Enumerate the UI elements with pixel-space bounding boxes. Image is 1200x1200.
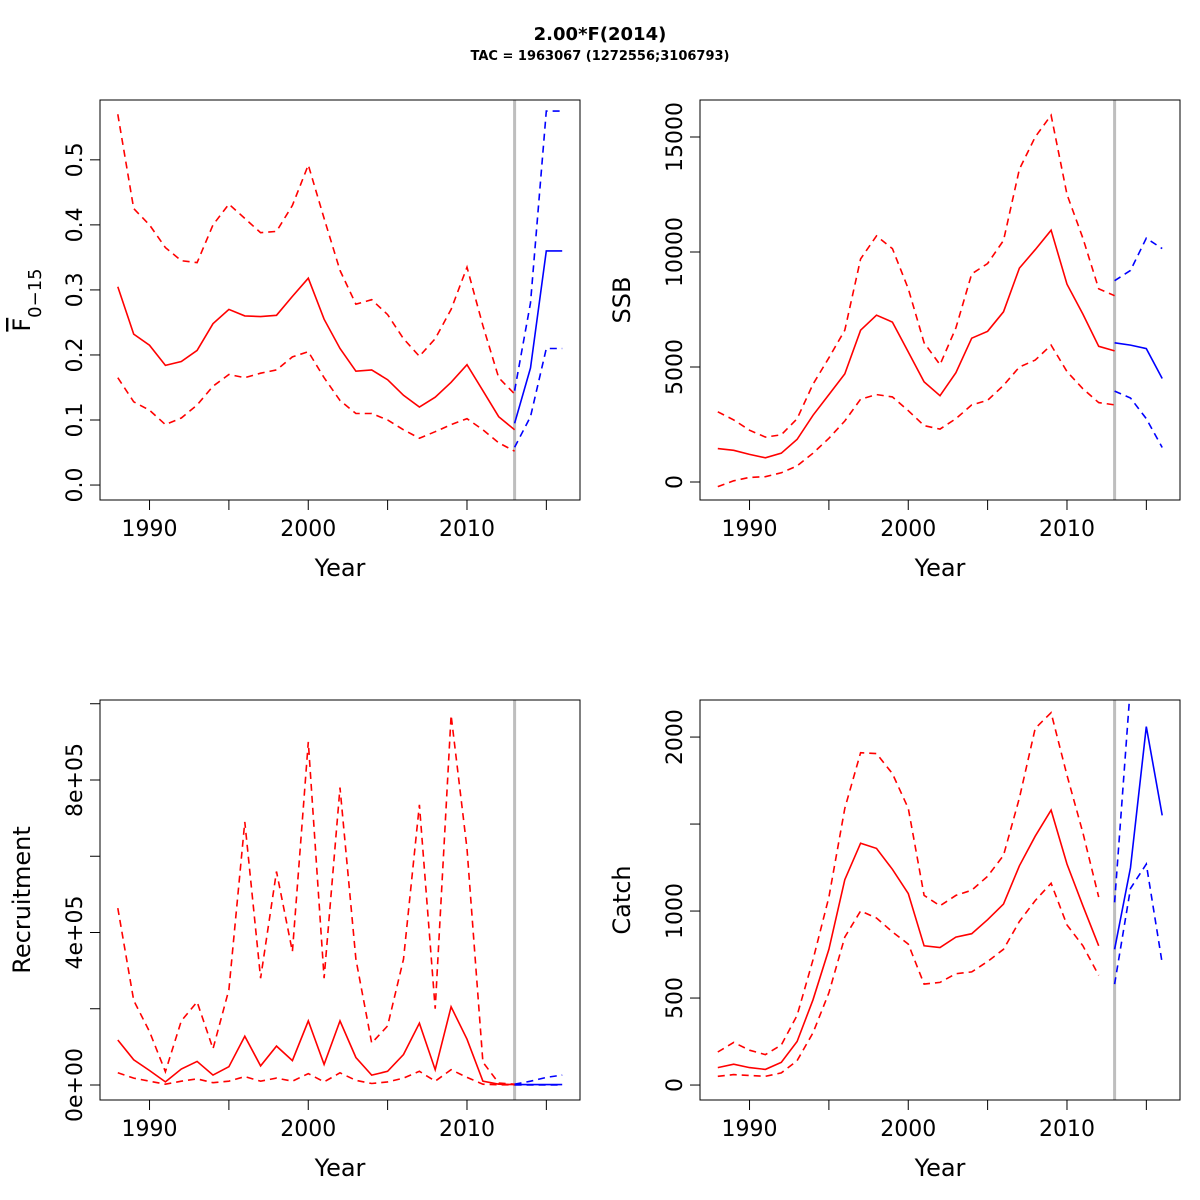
y-axis-label-text: Catch [608,865,636,934]
panel: 1990 2000 2010 0.0 0.1 0.2 0.3 0.4 0.5 Year F0−15 [8,99,581,582]
series-line [513,110,563,391]
panel: 1990 2000 2010 0 500 1000 2000 Year Catch [608,699,1181,1182]
series-line [117,276,516,431]
y-tick-label: 5000 [663,339,688,395]
y-tick-label: 0e+00 [63,1048,88,1122]
y-tick-label: 0.3 [63,272,88,307]
series-line [717,808,1100,1071]
plot-frame [699,99,1181,501]
series-line [1113,700,1131,903]
y-tick-label: 1000 [663,883,688,939]
series-line [717,113,1115,438]
series-line [117,1004,515,1086]
x-tick-label: 2000 [880,1117,936,1142]
y-axis-label: Catch [608,865,636,934]
y-axis-label-subscript: 0−15 [25,268,46,317]
y-axis-label: F0−15 [8,268,46,331]
x-tick-label: 2010 [1039,517,1095,542]
x-tick-label: 1990 [122,517,178,542]
x-axis-label: Year [914,1154,966,1182]
x-tick-label: 2000 [280,517,336,542]
x-tick-label: 1990 [122,1117,178,1142]
plot-frame [99,699,581,1101]
y-tick-label: 15000 [663,102,688,172]
series-line [1114,237,1163,282]
plot-frame [99,99,581,501]
series-line [513,250,563,424]
series-line [1114,390,1163,448]
x-axis-label: Year [914,554,966,582]
x-axis-label: Year [314,1154,366,1182]
y-axis-label-text: F [8,318,36,332]
y-tick-label: 500 [663,977,688,1019]
x-tick-label: 1990 [722,517,778,542]
y-tick-label: 0.0 [63,468,88,503]
y-axis-label: Recruitment [8,826,36,973]
y-tick-label: 0.1 [63,403,88,438]
y-tick-label: 8e+05 [63,743,88,817]
y-tick-label: 10000 [663,217,688,287]
panel: 1990 2000 2010 0 5000 10000 15000 Year SSB [608,99,1181,582]
x-axis-label: Year [314,554,366,582]
series-line [117,114,516,395]
series-line [514,1074,563,1085]
panel: 1990 2000 2010 0e+00 4e+05 8e+05 Year Recruitme… [8,699,581,1182]
series-line [1113,861,1163,985]
x-tick-label: 2000 [280,1117,336,1142]
y-axis-label: SSB [608,277,636,324]
plot-frame [699,699,1181,1101]
series-line [1114,342,1163,379]
x-tick-label: 2000 [880,517,936,542]
y-tick-label: 0.4 [63,207,88,242]
y-axis-label-text: Recruitment [8,826,36,973]
y-tick-label: 0.2 [63,337,88,372]
y-tick-label: 4e+05 [63,896,88,970]
y-tick-label: 0 [663,475,688,489]
x-tick-label: 2010 [439,517,495,542]
x-tick-label: 2010 [1039,1117,1095,1142]
x-tick-label: 2010 [439,1117,495,1142]
series-line [717,881,1100,1078]
y-tick-label: 0.5 [63,142,88,177]
figure-subtitle: TAC = 1963067 (1272556;3106793) [471,49,730,64]
series-line [117,715,515,1085]
series-line [513,347,563,448]
figure-title: 2.00*F(2014) [534,24,667,45]
series-line [1113,726,1163,950]
x-tick-label: 1990 [722,1117,778,1142]
y-tick-label: 0 [663,1078,688,1092]
series-line [117,350,515,452]
series-line [717,711,1100,1056]
series-line [117,1068,515,1086]
y-tick-label: 2000 [663,709,688,765]
y-axis-label-text: SSB [608,277,636,324]
series-line [717,228,1115,459]
